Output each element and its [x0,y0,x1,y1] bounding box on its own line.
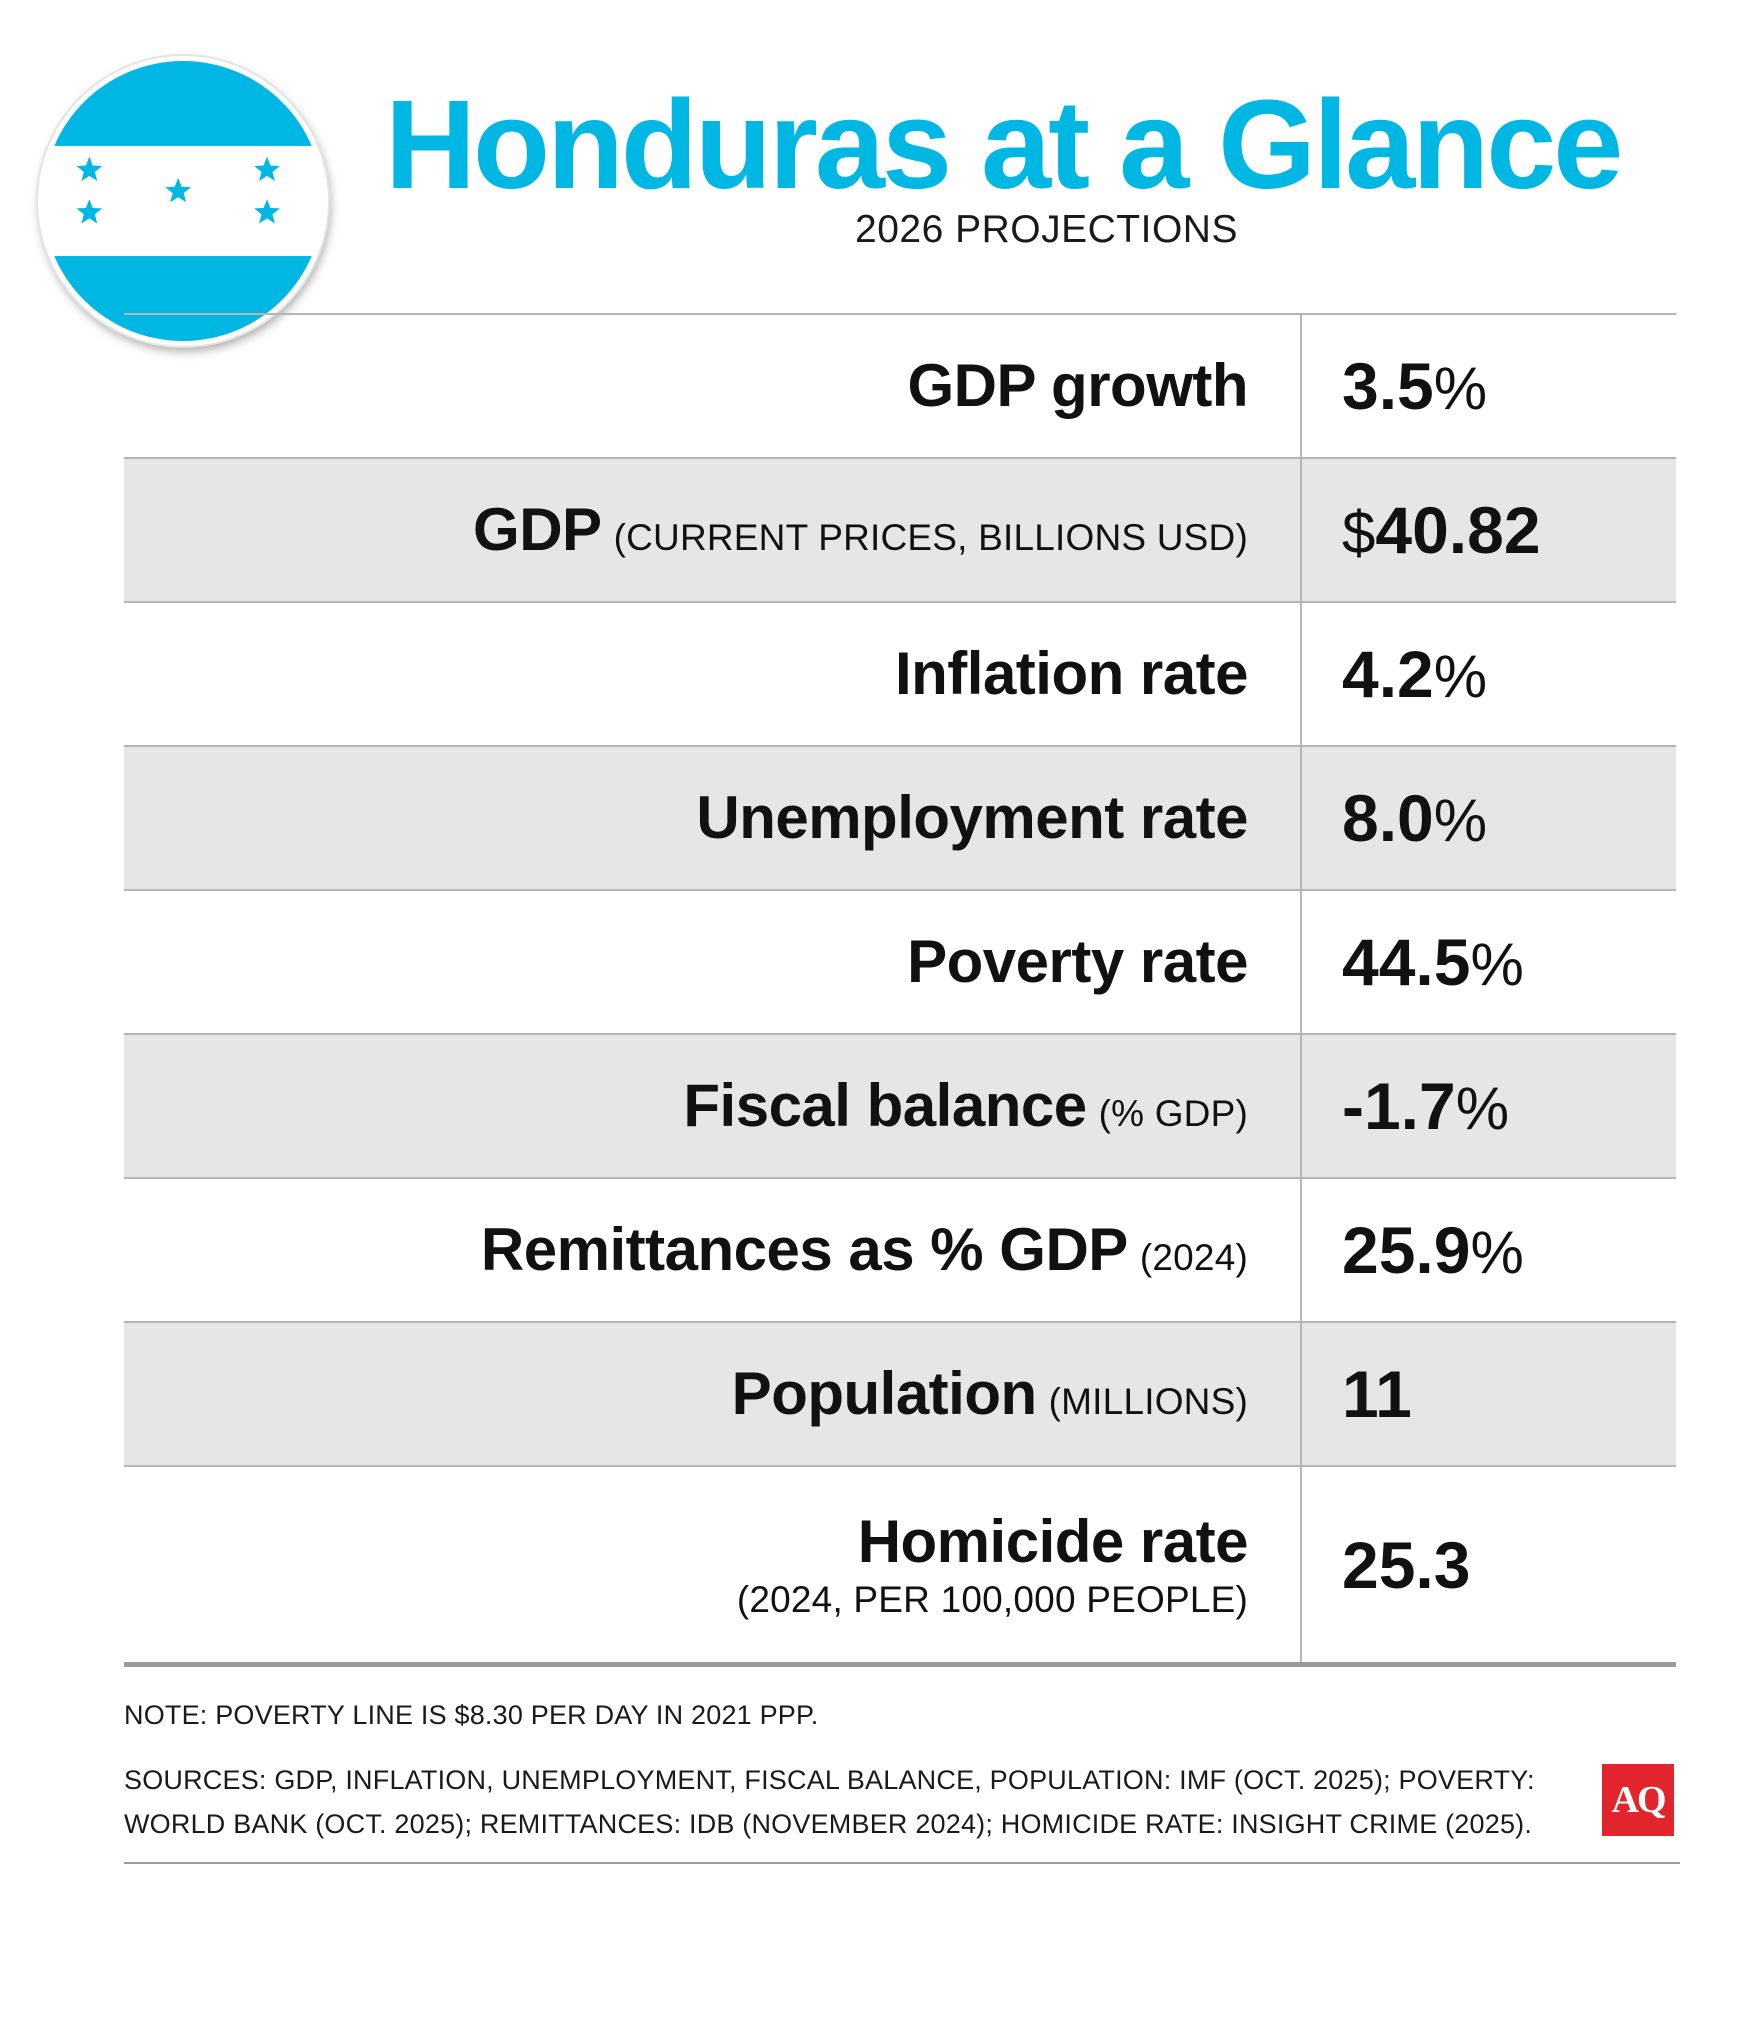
bottom-divider [124,1862,1680,1864]
table-row-population: Population (MILLIONS) 11 [124,1323,1676,1467]
row-label: Remittances as % GDP [480,1216,1128,1283]
value-cell: 4.2 % [1302,603,1676,745]
star-icon [254,199,280,224]
value-cell: 11 [1302,1323,1676,1465]
table-row-homicide: Homicide rate (2024, PER 100,000 PEOPLE)… [124,1467,1676,1667]
row-unit: % [1433,643,1488,710]
star-icon [76,156,103,182]
label-cell: Remittances as % GDP (2024) [124,1179,1302,1321]
honduras-flag-icon [38,56,328,346]
row-unit: % [1470,931,1524,998]
row-label: GDP growth [907,352,1248,419]
label-cell: GDP growth [124,315,1302,457]
table-row-inflation: Inflation rate 4.2 % [124,603,1676,747]
row-label: Unemployment rate [696,784,1248,851]
row-label-note: (CURRENT PRICES, BILLIONS USD) [613,517,1248,558]
label-cell: Poverty rate [124,891,1302,1033]
indicators-table: GDP growth 3.5 % GDP (CURRENT PRICES, BI… [124,313,1676,1667]
table-row-remittances: Remittances as % GDP (2024) 25.9 % [124,1179,1676,1323]
row-label-note: (2024, PER 100,000 PEOPLE) [736,1578,1248,1620]
value-cell: 44.5 % [1302,891,1676,1033]
row-label: Homicide rate [857,1507,1249,1575]
value-cell: 8.0 % [1302,747,1676,889]
value-cell: -1.7 % [1302,1035,1676,1177]
label-cell: Inflation rate [124,603,1302,745]
star-icon [76,199,103,224]
row-value: 3.5 [1342,349,1434,423]
row-value: 44.5 [1342,925,1471,999]
label-cell: Homicide rate (2024, PER 100,000 PEOPLE) [124,1467,1302,1662]
row-value: 8.0 [1342,781,1434,855]
row-label: Poverty rate [907,928,1248,995]
row-label: GDP [473,496,602,563]
row-label: Population [731,1360,1037,1427]
row-unit: % [1433,787,1488,854]
row-label: Inflation rate [894,640,1249,707]
aq-logo: AQ [1602,1764,1674,1836]
row-unit: % [1433,355,1488,422]
table-row-poverty: Poverty rate 44.5 % [124,891,1676,1035]
value-cell: 3.5 % [1302,315,1676,457]
table-row-unemployment: Unemployment rate 8.0 % [124,747,1676,891]
value-cell: 25.3 [1302,1467,1676,1662]
table-top-divider [124,313,1676,315]
row-label: Fiscal balance [683,1072,1087,1139]
label-cell: Population (MILLIONS) [124,1323,1302,1465]
row-prefix: $ [1342,499,1376,566]
row-label-note: (% GDP) [1098,1093,1248,1134]
page-title: Honduras at a Glance [385,74,1623,215]
star-icon [165,177,192,203]
label-cell: Unemployment rate [124,747,1302,889]
star-icon [254,156,280,182]
row-value: 11 [1342,1357,1412,1431]
sources-text: SOURCES: GDP, INFLATION, UNEMPLOYMENT, F… [124,1758,1535,1846]
sources-line: WORLD BANK (OCT. 2025); REMITTANCES: IDB… [124,1809,1533,1839]
table-row-gdp: GDP (CURRENT PRICES, BILLIONS USD) $ 40.… [124,459,1676,603]
table-row-gdp-growth: GDP growth 3.5 % [124,315,1676,459]
row-value: 4.2 [1342,637,1434,711]
row-unit: % [1455,1075,1510,1142]
row-value: -1.7 [1342,1069,1456,1143]
table-row-fiscal-balance: Fiscal balance (% GDP) -1.7 % [124,1035,1676,1179]
label-cell: GDP (CURRENT PRICES, BILLIONS USD) [124,459,1302,601]
flag-graphic [43,61,323,341]
row-label-note: (MILLIONS) [1048,1381,1248,1422]
value-cell: 25.9 % [1302,1179,1676,1321]
footnote: NOTE: POVERTY LINE IS $8.30 PER DAY IN 2… [124,1700,819,1730]
row-unit: % [1470,1219,1524,1286]
row-value: 25.9 [1342,1213,1471,1287]
row-value: 25.3 [1342,1527,1471,1602]
row-value: 40.82 [1375,493,1541,567]
label-cell: Fiscal balance (% GDP) [124,1035,1302,1177]
page-subtitle: 2026 PROJECTIONS [855,208,1238,251]
value-cell: $ 40.82 [1302,459,1676,601]
row-label-note: (2024) [1139,1237,1248,1278]
sources-line: SOURCES: GDP, INFLATION, UNEMPLOYMENT, F… [124,1765,1535,1795]
